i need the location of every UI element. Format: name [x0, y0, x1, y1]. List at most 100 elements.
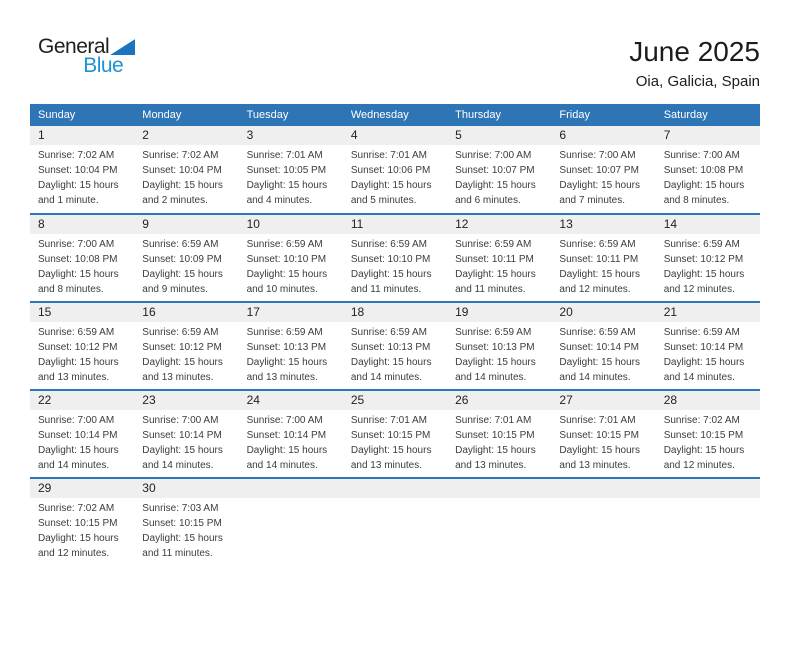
- sunset-line: Sunset: 10:15 PM: [142, 518, 222, 529]
- day-details: Sunrise: 7:01 AM Sunset: 10:15 PM Daylight…: [343, 410, 447, 473]
- logo-line1: General: [38, 36, 136, 58]
- sunrise-line: Sunrise: 7:01 AM: [559, 415, 636, 426]
- sunset-line: Sunset: 10:07 PM: [455, 165, 535, 176]
- day-cell: 25 Sunrise: 7:01 AM Sunset: 10:15 PM Daylig…: [342, 389, 448, 478]
- day-cell: 27 Sunrise: 7:01 AM Sunset: 10:15 PM Daylig…: [551, 389, 656, 478]
- daylight-line: Daylight: 15 hours and 11 minutes.: [455, 269, 536, 295]
- day-details: Sunrise: 7:02 AM Sunset: 10:15 PM Daylight…: [656, 410, 760, 473]
- day-details: Sunrise: 6:59 AM Sunset: 10:13 PM Daylight…: [239, 322, 343, 385]
- day-cell-empty: [342, 477, 448, 566]
- sunrise-line: Sunrise: 6:59 AM: [142, 327, 219, 338]
- weekday-header-row: Sunday Monday Tuesday Wednesday Thursday…: [30, 104, 760, 126]
- sunset-line: Sunset: 10:15 PM: [38, 518, 118, 529]
- day-cell: 4 Sunrise: 7:01 AM Sunset: 10:06 PM Dayligh…: [342, 126, 448, 214]
- sunset-line: Sunset: 10:12 PM: [38, 342, 118, 353]
- daylight-line: Daylight: 15 hours and 11 minutes.: [350, 269, 432, 295]
- day-details: Sunrise: 6:59 AM Sunset: 10:14 PM Daylight…: [551, 322, 655, 385]
- day-cell: 2 Sunrise: 7:02 AM Sunset: 10:04 PM Dayligh…: [134, 126, 239, 214]
- sunrise-line: Sunrise: 7:03 AM: [142, 503, 219, 514]
- daylight-line: Daylight: 15 hours and 14 minutes.: [246, 445, 328, 471]
- day-details: Sunrise: 7:01 AM Sunset: 10:06 PM Daylight…: [343, 145, 447, 208]
- weekday-header-tuesday: Tuesday: [238, 104, 343, 126]
- logo-triangle-icon: [110, 39, 136, 55]
- day-details: Sunrise: 7:01 AM Sunset: 10:15 PM Daylight…: [447, 410, 551, 473]
- day-number: 13: [551, 215, 656, 234]
- week-row: 1 Sunrise: 7:02 AM Sunset: 10:04 PM Dayligh…: [30, 126, 760, 214]
- day-details: Sunrise: 6:59 AM Sunset: 10:13 PM Daylight…: [447, 322, 551, 385]
- sunrise-line: Sunrise: 7:02 AM: [38, 150, 115, 161]
- day-cell-empty: [551, 477, 656, 566]
- day-number: 18: [342, 303, 448, 322]
- sunset-line: Sunset: 10:09 PM: [142, 254, 222, 265]
- day-details: Sunrise: 6:59 AM Sunset: 10:10 PM Daylight…: [343, 234, 447, 297]
- sunrise-line: Sunrise: 6:59 AM: [663, 239, 740, 250]
- day-cell-empty: [447, 477, 552, 566]
- sunset-line: Sunset: 10:10 PM: [246, 254, 327, 265]
- sunrise-line: Sunrise: 7:00 AM: [142, 415, 219, 426]
- sunset-line: Sunset: 10:14 PM: [663, 342, 744, 353]
- day-number: 9: [134, 215, 239, 234]
- general-blue-logo: General Blue: [30, 36, 136, 77]
- day-number: [655, 479, 760, 498]
- day-details: Sunrise: 7:01 AM Sunset: 10:05 PM Daylight…: [239, 145, 343, 208]
- day-cell: 15 Sunrise: 6:59 AM Sunset: 10:12 PM Daylig…: [30, 301, 135, 390]
- calendar-table: Sunday Monday Tuesday Wednesday Thursday…: [30, 104, 760, 566]
- day-details: Sunrise: 7:00 AM Sunset: 10:07 PM Daylight…: [447, 145, 551, 208]
- sunset-line: Sunset: 10:13 PM: [350, 342, 431, 353]
- sunrise-line: Sunrise: 7:01 AM: [246, 150, 323, 161]
- weekday-header-saturday: Saturday: [655, 104, 760, 126]
- day-cell: 24 Sunrise: 7:00 AM Sunset: 10:14 PM Daylig…: [238, 389, 343, 478]
- day-number: 30: [134, 479, 239, 498]
- daylight-line: Daylight: 15 hours and 14 minutes.: [142, 445, 223, 471]
- daylight-line: Daylight: 15 hours and 8 minutes.: [663, 180, 745, 206]
- sunset-line: Sunset: 10:11 PM: [455, 254, 534, 265]
- daylight-line: Daylight: 15 hours and 13 minutes.: [246, 357, 328, 383]
- sunset-line: Sunset: 10:10 PM: [350, 254, 431, 265]
- sunrise-line: Sunrise: 6:59 AM: [455, 239, 532, 250]
- day-number: 14: [655, 215, 760, 234]
- daylight-line: Daylight: 15 hours and 2 minutes.: [142, 180, 223, 206]
- month-title: June 2025: [629, 36, 760, 67]
- weekday-header-friday: Friday: [551, 104, 656, 126]
- day-cell: 26 Sunrise: 7:01 AM Sunset: 10:15 PM Daylig…: [447, 389, 552, 478]
- daylight-line: Daylight: 15 hours and 12 minutes.: [663, 445, 745, 471]
- day-number: 1: [30, 126, 135, 145]
- day-number: [447, 479, 552, 498]
- sunset-line: Sunset: 10:13 PM: [455, 342, 535, 353]
- day-cell: 10 Sunrise: 6:59 AM Sunset: 10:10 PM Daylig…: [238, 213, 343, 302]
- day-cell: 18 Sunrise: 6:59 AM Sunset: 10:13 PM Daylig…: [342, 301, 448, 390]
- day-details: Sunrise: 6:59 AM Sunset: 10:10 PM Daylight…: [239, 234, 343, 297]
- daylight-line: Daylight: 15 hours and 13 minutes.: [142, 357, 223, 383]
- day-cell: 30 Sunrise: 7:03 AM Sunset: 10:15 PM Daylig…: [134, 477, 239, 566]
- sunset-line: Sunset: 10:13 PM: [246, 342, 327, 353]
- daylight-line: Daylight: 15 hours and 12 minutes.: [559, 269, 641, 295]
- day-cell: 19 Sunrise: 6:59 AM Sunset: 10:13 PM Daylig…: [447, 301, 552, 390]
- sunset-line: Sunset: 10:15 PM: [559, 430, 639, 441]
- day-cell: 9 Sunrise: 6:59 AM Sunset: 10:09 PM Dayligh…: [134, 213, 239, 302]
- day-number: 20: [551, 303, 656, 322]
- sunset-line: Sunset: 10:15 PM: [455, 430, 535, 441]
- daylight-line: Daylight: 15 hours and 5 minutes.: [350, 180, 432, 206]
- sunrise-line: Sunrise: 7:00 AM: [246, 415, 323, 426]
- weekday-header-wednesday: Wednesday: [342, 104, 448, 126]
- day-details: Sunrise: 6:59 AM Sunset: 10:12 PM Daylight…: [656, 234, 760, 297]
- sunset-line: Sunset: 10:05 PM: [246, 165, 327, 176]
- day-cell: 3 Sunrise: 7:01 AM Sunset: 10:05 PM Dayligh…: [238, 126, 343, 214]
- location-subtitle: Oia, Galicia, Spain: [635, 73, 760, 90]
- day-cell: 28 Sunrise: 7:02 AM Sunset: 10:15 PM Daylig…: [655, 389, 760, 478]
- day-cell: 1 Sunrise: 7:02 AM Sunset: 10:04 PM Dayligh…: [30, 126, 135, 214]
- day-details: Sunrise: 7:00 AM Sunset: 10:14 PM Daylight…: [239, 410, 343, 473]
- weekday-header-thursday: Thursday: [447, 104, 552, 126]
- day-number: 27: [551, 391, 656, 410]
- sunrise-line: Sunrise: 6:59 AM: [559, 239, 636, 250]
- daylight-line: Daylight: 15 hours and 14 minutes.: [38, 445, 119, 471]
- daylight-line: Daylight: 15 hours and 1 minute.: [38, 180, 119, 206]
- sunrise-line: Sunrise: 6:59 AM: [663, 327, 740, 338]
- sunset-line: Sunset: 10:14 PM: [559, 342, 639, 353]
- day-number: 29: [30, 479, 135, 498]
- day-details: Sunrise: 6:59 AM Sunset: 10:12 PM Daylight…: [30, 322, 134, 385]
- daylight-line: Daylight: 15 hours and 12 minutes.: [663, 269, 745, 295]
- sunrise-line: Sunrise: 7:00 AM: [38, 415, 115, 426]
- sunset-line: Sunset: 10:08 PM: [38, 254, 118, 265]
- day-details: Sunrise: 7:00 AM Sunset: 10:08 PM Daylight…: [656, 145, 760, 208]
